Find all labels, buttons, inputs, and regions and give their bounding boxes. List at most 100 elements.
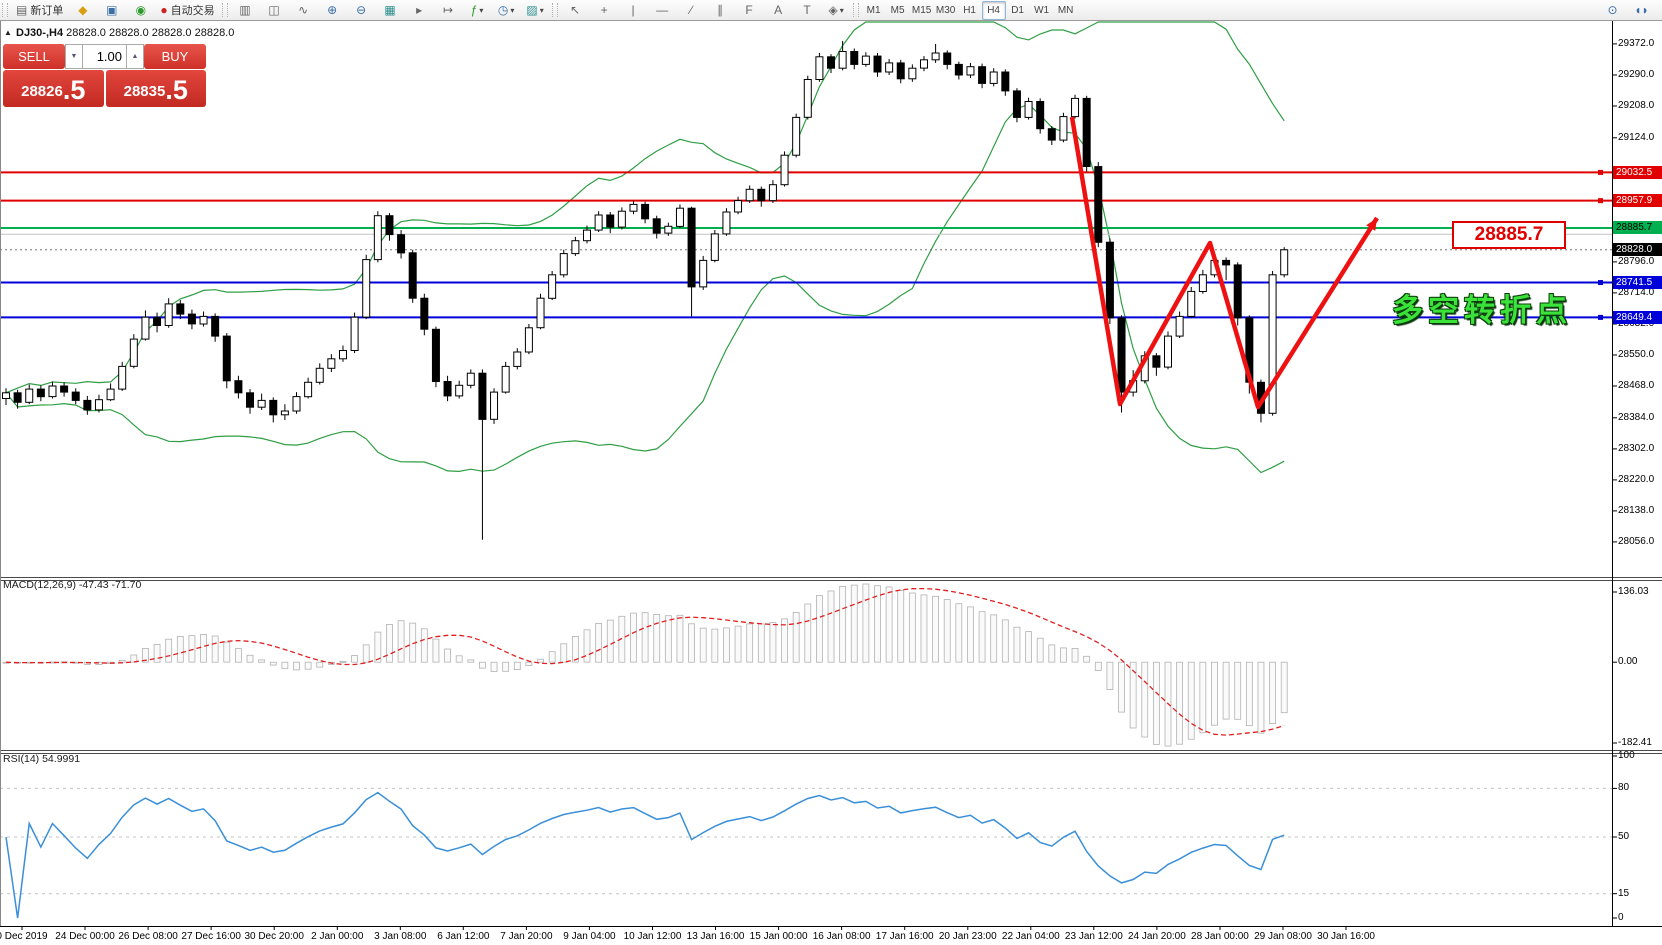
mql-market-button[interactable]: ◆ xyxy=(69,1,96,20)
text-label-button[interactable]: T xyxy=(794,1,821,20)
buy-price-frac: .5 xyxy=(165,75,188,105)
timeframe-d1-button[interactable]: D1 xyxy=(1011,4,1024,16)
cursor-icon: ↖ xyxy=(570,3,581,17)
bar-chart-button[interactable]: ▥ xyxy=(232,1,259,20)
equidistant-channel-button[interactable]: ∥ xyxy=(707,1,734,20)
main-toolbar: ▤ 新订单 ◆ ▣ ◉ ● 自动交易 ▥ ◫ ∿ ⊕ ⊖ ▦ ▸ ↦ ƒ ▾ ◷ ▾ ▨ ▾ ↖ + | — ∕ ∥ F A T ◈ ▾ … xyxy=(0,0,1662,21)
buy-button[interactable]: BUY xyxy=(144,44,206,69)
new-order-label: 新订单 xyxy=(30,5,64,17)
fibonacci-button[interactable]: F xyxy=(736,1,763,20)
new-chart-button[interactable]: ▣ xyxy=(98,1,125,20)
mql-market-icon: ◆ xyxy=(78,3,88,17)
timeframe-m30-button[interactable]: M30 xyxy=(935,4,956,16)
chart-title: DJ30-,H4 28828.0 28828.0 28828.0 28828.0 xyxy=(16,27,234,39)
new-order-button[interactable]: ▤ 新订单 xyxy=(12,1,67,20)
arrows-button[interactable]: ◈ ▾ xyxy=(823,1,850,20)
rsi-indicator-label: RSI(14) 54.9991 xyxy=(3,753,81,765)
crosshair-icon: + xyxy=(600,3,608,17)
cursor-button[interactable]: ↖ xyxy=(562,1,589,20)
toolbar-grip[interactable] xyxy=(2,3,8,17)
tile-windows-icon: ▦ xyxy=(384,3,396,17)
periods-dropdown-icon[interactable]: ▾ xyxy=(510,5,515,15)
volume-decrease-button[interactable]: ▼ xyxy=(65,44,83,69)
signals-button[interactable]: ◉ xyxy=(127,1,154,20)
timeframe-m5-button[interactable]: M5 xyxy=(890,4,905,16)
timeframe-mn-button[interactable]: MN xyxy=(1057,4,1074,16)
signals-icon: ◉ xyxy=(135,3,147,17)
indicators-icon: ƒ xyxy=(470,3,478,17)
text-icon: A xyxy=(774,3,783,17)
periods-button[interactable]: ◷ ▾ xyxy=(493,1,520,20)
chart-shift-icon: ↦ xyxy=(443,3,454,17)
new-order-icon: ▤ xyxy=(16,3,28,17)
macd-indicator-label: MACD(12,26,9) -47.43 -71.70 xyxy=(3,579,142,591)
zoom-in-button[interactable]: ⊕ xyxy=(319,1,346,20)
auto-trading-label: 自动交易 xyxy=(170,5,215,17)
arrows-dropdown-icon[interactable]: ▾ xyxy=(839,5,844,15)
equidistant-channel-icon: ∥ xyxy=(717,3,724,17)
candlestick-chart-icon: ◫ xyxy=(268,3,280,17)
toolbar-grip[interactable] xyxy=(221,3,228,17)
zoom-out-icon: ⊖ xyxy=(356,3,367,17)
toolbar-chart-group: ▥ ◫ ∿ ⊕ ⊖ ▦ ▸ ↦ ƒ ▾ ◷ ▾ ▨ ▾ xyxy=(231,1,550,20)
auto-trading-button[interactable]: ● 自动交易 xyxy=(156,1,218,20)
timeframe-m1-button[interactable]: M1 xyxy=(866,4,881,16)
chart-window[interactable]: 29372.0 29290.0 29208.0 29124.0 28878.0 28796… xyxy=(0,20,1662,945)
zoom-out-button[interactable]: ⊖ xyxy=(348,1,375,20)
vertical-line-icon: | xyxy=(631,3,635,17)
toolbar-timeframes-group: M1 M5 M15 M30 H1 H4 D1 W1 MN xyxy=(862,0,1078,20)
new-chart-icon: ▣ xyxy=(106,3,118,17)
one-click-trading-panel: SELL ▼ 1.00 ▲ BUY 28826 .5 28835 .5 xyxy=(3,44,206,107)
chart-symbol-period: DJ30-,H4 xyxy=(16,27,64,39)
chart-shift-button[interactable]: ↦ xyxy=(435,1,462,20)
sell-price[interactable]: 28826 .5 xyxy=(3,70,104,107)
indicators-dropdown-icon[interactable]: ▾ xyxy=(479,5,484,15)
timeframe-m15-button[interactable]: M15 xyxy=(911,4,932,16)
volume-increase-button[interactable]: ▲ xyxy=(126,44,144,69)
candlestick-chart-button[interactable]: ◫ xyxy=(261,1,288,20)
auto-scroll-icon: ▸ xyxy=(416,3,423,17)
line-chart-button[interactable]: ∿ xyxy=(290,1,317,20)
search-button[interactable]: ⊙ xyxy=(1599,1,1626,20)
vertical-line-button[interactable]: | xyxy=(620,1,647,20)
toolbar-objects-group: ↖ + | — ∕ ∥ F A T ◈ ▾ xyxy=(561,1,851,20)
crosshair-button[interactable]: + xyxy=(591,1,618,20)
toolbar-grip[interactable] xyxy=(551,3,558,17)
timeframe-h4-button[interactable]: H4 xyxy=(981,0,1006,20)
templates-icon: ▨ xyxy=(526,3,538,17)
trendline-icon: ∕ xyxy=(690,3,693,17)
indicators-button[interactable]: ƒ ▾ xyxy=(464,1,491,20)
buy-price[interactable]: 28835 .5 xyxy=(105,70,206,107)
chat-icon: ◖◗ xyxy=(1634,3,1649,17)
arrows-icon: ◈ xyxy=(828,3,838,17)
tile-windows-button[interactable]: ▦ xyxy=(377,1,404,20)
search-icon: ⊙ xyxy=(1607,3,1618,17)
turning-point-annotation[interactable]: 多空转折点 xyxy=(1392,293,1572,328)
text-button[interactable]: A xyxy=(765,1,792,20)
chat-button[interactable]: ◖◗ xyxy=(1628,1,1655,20)
toolbar-grip[interactable] xyxy=(852,3,859,17)
horizontal-line-icon: — xyxy=(656,3,669,17)
symbol-list-arrow-icon[interactable]: ▲ xyxy=(4,28,12,37)
timeframe-w1-button[interactable]: W1 xyxy=(1034,4,1050,16)
buy-price-main: 28835 xyxy=(123,83,166,100)
timeframe-h1-button[interactable]: H1 xyxy=(963,4,976,16)
sell-button[interactable]: SELL xyxy=(3,44,65,69)
templates-button[interactable]: ▨ ▾ xyxy=(522,1,549,20)
periods-icon: ◷ xyxy=(497,3,509,17)
templates-dropdown-icon[interactable]: ▾ xyxy=(539,5,544,15)
text-label-icon: T xyxy=(803,3,811,17)
sell-price-frac: .5 xyxy=(62,75,86,105)
chart-ohlc-values: 28828.0 28828.0 28828.0 28828.0 xyxy=(66,27,235,39)
volume-input[interactable]: 1.00 xyxy=(83,44,126,69)
zoom-in-icon: ⊕ xyxy=(327,3,338,17)
bar-chart-icon: ▥ xyxy=(239,3,251,17)
horizontal-line-button[interactable]: — xyxy=(649,1,676,20)
price-callout-textbox[interactable]: 28885.7 xyxy=(1452,221,1566,249)
fibonacci-icon: F xyxy=(745,3,753,17)
trendline-button[interactable]: ∕ xyxy=(678,1,705,20)
toolbar-right-group: ⊙ ◖◗ xyxy=(1598,1,1662,20)
price-chart-canvas[interactable] xyxy=(0,20,1662,945)
toolbar-file-group: ▤ 新订单 ◆ ▣ ◉ ● 自动交易 xyxy=(11,1,220,20)
auto-scroll-button[interactable]: ▸ xyxy=(406,1,433,20)
